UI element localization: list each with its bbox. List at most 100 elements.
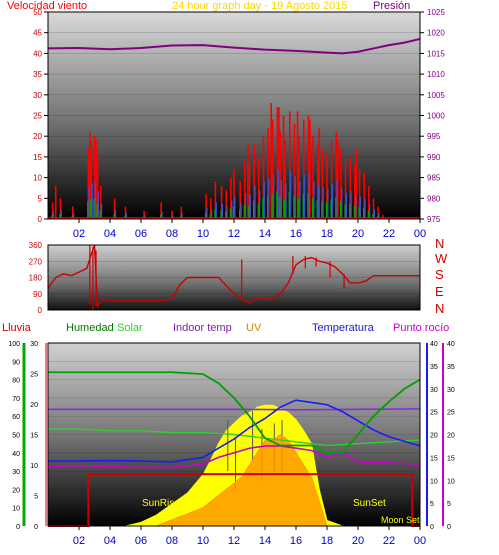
ytick-label-pressure: 975	[427, 215, 441, 224]
ytick-label-wind: 35	[33, 70, 42, 79]
xtick-label-bottom: 06	[135, 535, 147, 547]
ytick-label-temperature: 35	[430, 364, 438, 371]
moonset-label: Moon Set	[381, 515, 420, 525]
ytick-label-pressure: 995	[427, 132, 441, 141]
xtick-label-top: 22	[383, 228, 395, 240]
graph-date-header: 24 hour graph day - 19 Agosto 2015	[172, 0, 348, 12]
ytick-label-pressure: 980	[427, 194, 441, 203]
ytick-label-pressure: 1010	[427, 70, 445, 79]
xtick-label-bottom: 20	[352, 535, 364, 547]
solar-green-line	[48, 428, 421, 447]
ytick-label-humidity: 40	[12, 451, 20, 458]
ytick-label-temperature: 20	[430, 433, 438, 440]
temperature-humidity-frame	[47, 342, 421, 527]
wind-pressure-layer: 0510152025303540455097598098599099510001…	[33, 8, 445, 240]
xtick-label-bottom: 08	[166, 535, 178, 547]
xtick-label-bottom: 16	[290, 535, 302, 547]
ytick-label-temperature: 0	[430, 524, 434, 531]
ytick-label-direction: 180	[29, 274, 43, 283]
compass-west: W	[435, 251, 448, 266]
ytick-label-wind: 50	[33, 8, 42, 17]
legend-temperatura: Temperatura	[312, 322, 375, 334]
ytick-label-humidity: 70	[12, 396, 20, 403]
ytick-label-rain: 5	[34, 494, 38, 501]
xtick-label-top: 06	[135, 228, 147, 240]
xtick-label-top: 04	[104, 228, 116, 240]
ytick-label-dewpoint: 10	[447, 478, 455, 485]
sunset-label: SunSet	[353, 498, 386, 509]
ytick-label-humidity: 20	[12, 487, 20, 494]
ytick-label-wind: 45	[33, 29, 42, 38]
indoor-temp-line	[48, 408, 421, 411]
uv-area	[48, 433, 420, 527]
ytick-label-temperature: 15	[430, 455, 438, 462]
ytick-label-pressure: 1000	[427, 112, 445, 121]
ytick-label-humidity: 100	[8, 341, 20, 348]
ytick-label-wind: 0	[38, 215, 43, 224]
temperature-line	[48, 399, 421, 463]
compass-north-bottom: N	[435, 301, 444, 316]
sunrise-label: SunRise	[142, 498, 180, 509]
xtick-label-top: 18	[321, 228, 333, 240]
ytick-label-rain: 25	[30, 372, 38, 379]
xtick-label-top: 16	[290, 228, 302, 240]
ytick-label-dewpoint: 0	[447, 524, 451, 531]
ytick-label-direction: 270	[29, 257, 43, 266]
wind-direction-plot-area	[48, 245, 420, 310]
pressure-header: Presión	[373, 0, 410, 12]
xtick-label-top: 08	[166, 228, 178, 240]
ytick-label-pressure: 1020	[427, 29, 445, 38]
dewpoint-line	[47, 445, 421, 469]
xtick-label-top: 20	[352, 228, 364, 240]
ytick-label-temperature: 5	[430, 501, 434, 508]
compass-south: S	[435, 267, 444, 282]
legend-punto-rocio: Punto rocío	[393, 322, 449, 334]
compass-north-top: N	[435, 236, 444, 251]
ytick-label-rain: 15	[30, 433, 38, 440]
ytick-label-humidity: 0	[16, 524, 20, 531]
ytick-label-humidity: 10	[12, 506, 20, 513]
ytick-label-dewpoint: 30	[447, 387, 455, 394]
legend-lluvia: Lluvia	[2, 322, 32, 334]
ytick-label-dewpoint: 15	[447, 455, 455, 462]
xtick-label-bottom: 12	[228, 535, 240, 547]
ytick-label-humidity: 60	[12, 414, 20, 421]
xtick-label-bottom: 00	[414, 535, 426, 547]
xtick-label-top: 10	[197, 228, 209, 240]
xtick-label-top: 12	[228, 228, 240, 240]
ytick-label-wind: 40	[33, 49, 42, 58]
xtick-label-bottom: 18	[321, 535, 333, 547]
xtick-label-bottom: 02	[73, 535, 85, 547]
ytick-label-wind: 10	[33, 174, 42, 183]
ytick-label-humidity: 80	[12, 378, 20, 385]
compass-east: E	[435, 284, 444, 299]
xtick-label-bottom: 14	[259, 535, 271, 547]
wind-pressure-frame	[47, 11, 421, 220]
wind-direction-line	[47, 244, 420, 309]
ytick-label-pressure: 1005	[427, 91, 445, 100]
ytick-label-humidity: 30	[12, 469, 20, 476]
ytick-label-rain: 30	[30, 341, 38, 348]
ytick-label-dewpoint: 25	[447, 410, 455, 417]
sun-moon-annotations: SunRise SunSet Moon Set	[142, 498, 420, 525]
ytick-label-temperature: 10	[430, 478, 438, 485]
ytick-label-dewpoint: 40	[447, 341, 455, 348]
ytick-label-pressure: 1015	[427, 49, 445, 58]
xtick-label-top: 00	[414, 228, 426, 240]
humidity-line	[48, 371, 421, 454]
legend-humedad: Humedad	[66, 322, 114, 334]
ytick-label-pressure: 985	[427, 174, 441, 183]
ytick-label-humidity: 90	[12, 359, 20, 366]
ytick-label-pressure: 990	[427, 153, 441, 162]
legend-indoor-temp: Indoor temp	[173, 322, 232, 334]
legend-uv: UV	[246, 322, 262, 334]
ytick-label-direction: 0	[38, 306, 43, 315]
pressure-line	[47, 37, 421, 55]
ytick-label-rain: 10	[30, 463, 38, 470]
ytick-label-dewpoint: 35	[447, 364, 455, 371]
ytick-label-pressure: 1025	[427, 8, 445, 17]
ytick-label-rain: 20	[30, 402, 38, 409]
wind-direction-layer: 0 90 180 270 360	[29, 241, 421, 315]
